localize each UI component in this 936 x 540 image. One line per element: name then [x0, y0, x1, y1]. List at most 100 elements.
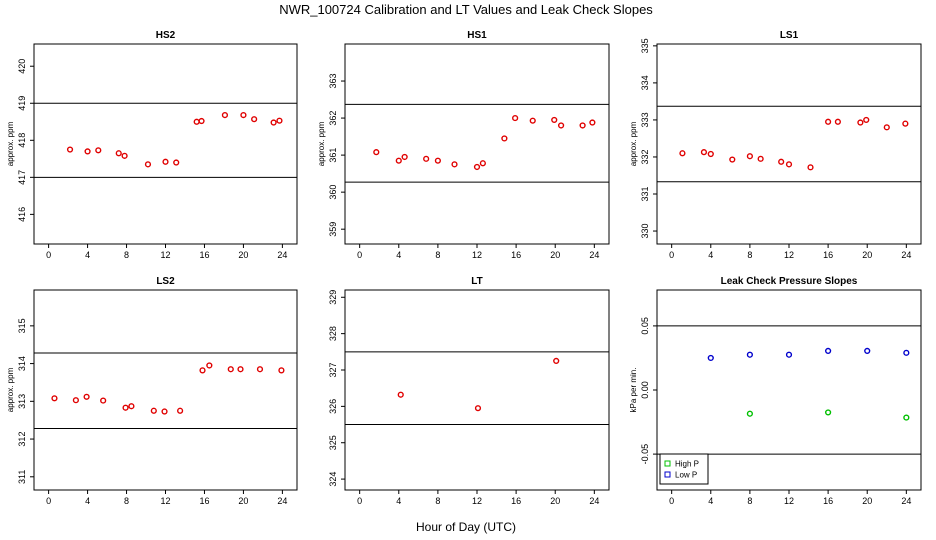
data-point-cal [746, 153, 753, 160]
data-point-cal [128, 403, 135, 410]
y-tick-label: 332 [640, 149, 650, 164]
y-tick-label: 334 [640, 75, 650, 90]
data-point-cal [501, 135, 508, 142]
panel-ls1: LS1 0 4 8 12 16 20 24 330 331 332 333 334 335 approx. … [629, 30, 922, 260]
plot-frame [33, 43, 298, 245]
y-axis-label: approx. ppm [6, 121, 15, 166]
data-point-cal [883, 124, 890, 131]
panel-hs2: HS2 0 4 8 12 16 20 24 416 417 418 419 420 approx. ppm [6, 30, 298, 260]
y-tick-label: 315 [17, 318, 27, 333]
y-axis-label: kPa per min. [629, 368, 638, 413]
x-tick-label: 16 [199, 496, 209, 506]
data-point-cal [863, 116, 870, 124]
y-tick-label: 0.05 [640, 317, 650, 335]
x-tick-label: 20 [862, 250, 872, 260]
y-tick-label: 419 [17, 96, 27, 111]
y-tick-label: 326 [328, 399, 338, 414]
x-tick-label: 0 [46, 250, 51, 260]
data-point-cal [198, 117, 205, 125]
x-tick-label: 12 [472, 496, 482, 506]
data-point-cal [256, 366, 264, 373]
y-tick-label: 0.00 [640, 381, 650, 399]
data-point-high-p [825, 409, 832, 416]
x-tick-label: 16 [823, 250, 833, 260]
data-point-cal [150, 407, 157, 414]
data-point-cal [557, 122, 565, 129]
data-point-cal [177, 407, 184, 414]
data-point-lt [553, 357, 560, 365]
data-point-high-p [903, 414, 910, 421]
data-point-low-p [785, 351, 793, 358]
y-tick-label: 313 [17, 394, 27, 409]
panel-hs1: HS1 0 4 8 12 16 20 24 359 360 361 362 363 approx. ppm [317, 30, 610, 260]
legend-label: High P [675, 460, 699, 469]
x-tick-label: 12 [160, 496, 170, 506]
panel-title: LS1 [780, 30, 799, 41]
data-point-cal [122, 404, 129, 411]
data-point-cal [66, 146, 74, 153]
data-point-low-p [903, 349, 910, 356]
x-axis-label: Hour of Day (UTC) [416, 520, 516, 534]
legend-label: Low P [675, 471, 697, 480]
x-tick-label: 24 [901, 496, 911, 506]
x-tick-label: 24 [277, 250, 287, 260]
y-tick-label: 328 [328, 326, 338, 341]
panel-title: LT [471, 276, 482, 287]
data-point-cal [227, 366, 234, 373]
data-point-cal [512, 114, 519, 122]
data-point-cal [807, 164, 814, 171]
legend-marker [664, 460, 671, 467]
data-point-cal [395, 157, 402, 164]
y-tick-label: 417 [17, 170, 27, 185]
data-point-cal [857, 119, 864, 126]
x-tick-label: 16 [511, 250, 521, 260]
x-tick-label: 0 [357, 250, 362, 260]
y-tick-label: 314 [17, 356, 27, 371]
data-point-cal [173, 159, 180, 166]
y-tick-label: 327 [328, 362, 338, 377]
data-point-cal [529, 117, 536, 124]
x-tick-label: 24 [277, 496, 287, 506]
data-point-cal [679, 150, 686, 157]
x-tick-label: 4 [85, 496, 90, 506]
data-point-cal [757, 155, 764, 162]
y-tick-label: 324 [328, 472, 338, 487]
panel-title: LS2 [156, 276, 175, 287]
data-point-lt [397, 391, 404, 398]
x-tick-label: 20 [862, 496, 872, 506]
data-point-cal [778, 158, 785, 165]
y-tick-label: 333 [640, 112, 650, 127]
plot-frame [344, 43, 610, 245]
data-point-cal [51, 395, 58, 402]
data-point-low-p [746, 351, 753, 358]
x-tick-label: 8 [124, 250, 129, 260]
y-tick-label: 331 [640, 186, 650, 201]
y-tick-label: -0.05 [640, 444, 650, 465]
x-tick-label: 12 [472, 250, 482, 260]
x-tick-label: 0 [669, 496, 674, 506]
data-point-cal [115, 150, 122, 157]
data-point-cal [221, 112, 229, 119]
y-tick-label: 330 [640, 224, 650, 239]
panel-title: HS2 [156, 30, 176, 41]
x-tick-label: 4 [396, 250, 401, 260]
x-tick-label: 4 [396, 496, 401, 506]
data-point-cal [834, 118, 841, 125]
x-tick-label: 4 [85, 250, 90, 260]
y-tick-label: 335 [640, 38, 650, 53]
x-tick-label: 8 [747, 496, 752, 506]
y-tick-label: 418 [17, 133, 27, 148]
x-tick-label: 8 [747, 250, 752, 260]
legend: High P Low P [659, 453, 709, 485]
data-point-cal [373, 149, 380, 156]
data-point-cal [95, 147, 102, 154]
data-point-cal [240, 112, 247, 119]
data-point-cal [707, 150, 714, 158]
x-tick-label: 20 [238, 250, 248, 260]
y-tick-label: 325 [328, 435, 338, 450]
data-point-lt [474, 405, 482, 412]
data-point-cal [434, 157, 441, 164]
y-tick-label: 362 [328, 111, 338, 126]
x-tick-label: 24 [589, 250, 599, 260]
x-tick-label: 20 [550, 250, 560, 260]
